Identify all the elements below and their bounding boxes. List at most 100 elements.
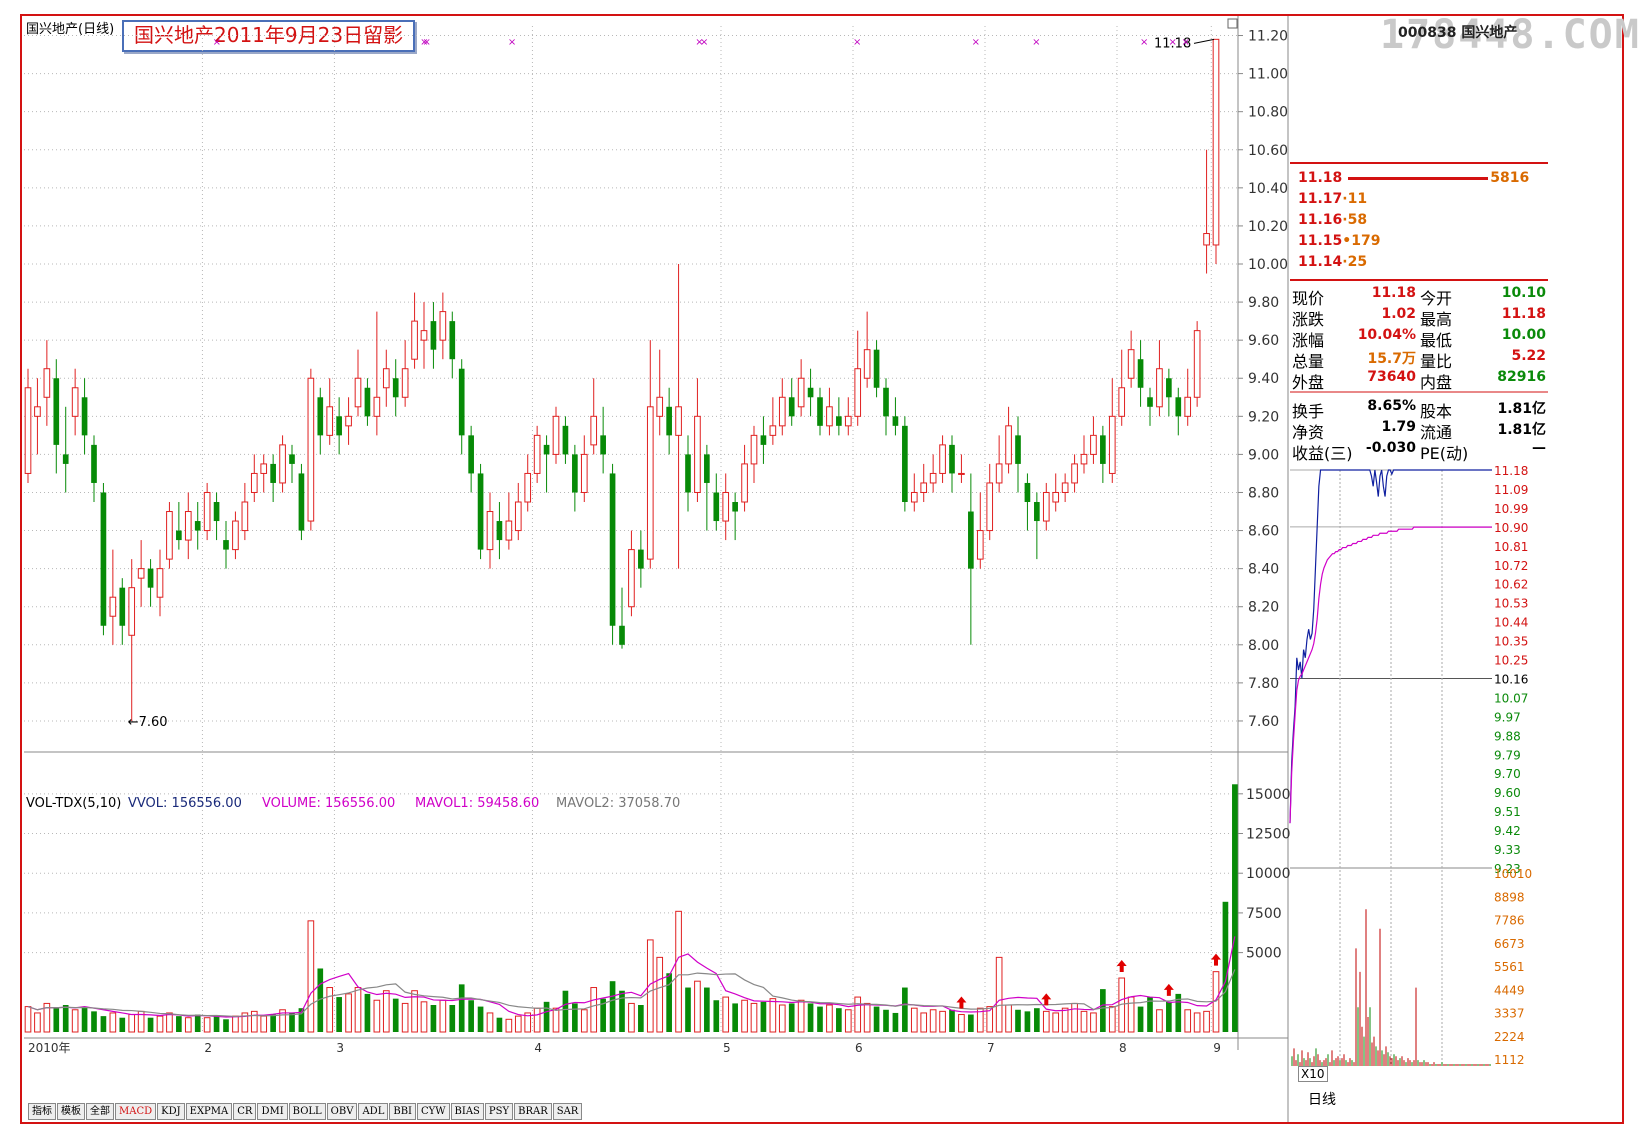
volume-bar bbox=[580, 1009, 588, 1033]
indicator-tab-macd[interactable]: MACD bbox=[115, 1103, 157, 1120]
price-axis-label: 10.00 bbox=[1248, 257, 1288, 273]
candle-body bbox=[769, 425, 777, 436]
volume-bar bbox=[863, 1002, 871, 1033]
volume-bar bbox=[91, 1011, 97, 1032]
intraday-price-label: 9.88 bbox=[1494, 729, 1521, 743]
indicator-tab-expma[interactable]: EXPMA bbox=[185, 1103, 233, 1120]
price-axis-label: 9.60 bbox=[1248, 333, 1279, 349]
indicator-tab-brar[interactable]: BRAR bbox=[514, 1103, 552, 1120]
candle-body bbox=[241, 501, 249, 532]
indicator-tab-sar[interactable]: SAR bbox=[552, 1103, 583, 1120]
volume-bar bbox=[722, 996, 730, 1033]
stock-header: 000838 国兴地产 bbox=[1398, 22, 1517, 42]
volume-bar bbox=[430, 1005, 437, 1032]
volume-bar bbox=[939, 1010, 946, 1033]
candle-body bbox=[854, 368, 862, 417]
quote-label: PE(动) bbox=[1420, 444, 1469, 463]
volume-bar bbox=[976, 1007, 984, 1033]
quote-label: 流通 bbox=[1420, 423, 1453, 442]
quote-label: 现价 bbox=[1292, 289, 1325, 308]
volume-bar bbox=[949, 1009, 955, 1032]
candle-body bbox=[580, 453, 588, 493]
vol-legend-volume: VOLUME: 156556.00 bbox=[262, 796, 396, 811]
volume-bar bbox=[1166, 1001, 1172, 1032]
intraday-price-label: 9.51 bbox=[1494, 805, 1521, 819]
indicator-tab-模板[interactable]: 模板 bbox=[57, 1103, 85, 1120]
zoom-x10-button[interactable]: X10 bbox=[1298, 1066, 1328, 1082]
intraday-vol-label: 5561 bbox=[1494, 960, 1525, 974]
volume-bar bbox=[704, 987, 710, 1032]
candle-body bbox=[797, 377, 805, 408]
candle-body bbox=[1127, 349, 1135, 379]
order-qty: ·25 bbox=[1342, 254, 1368, 270]
volume-bar bbox=[468, 1000, 474, 1032]
volume-bar bbox=[694, 980, 701, 1033]
candle-body bbox=[100, 492, 107, 626]
volume-bar bbox=[986, 1006, 994, 1033]
candle-body bbox=[949, 444, 955, 474]
candle-body bbox=[778, 396, 786, 427]
volume-bar bbox=[836, 1008, 842, 1032]
candle-body bbox=[646, 406, 654, 560]
candle-body bbox=[71, 387, 79, 417]
candle-body bbox=[722, 491, 730, 522]
volume-bar bbox=[750, 1002, 758, 1033]
indicator-tab-boll[interactable]: BOLL bbox=[288, 1103, 326, 1120]
volume-bar bbox=[778, 1004, 786, 1033]
intraday-vol-label: 1112 bbox=[1494, 1053, 1525, 1067]
volume-bar bbox=[628, 1002, 635, 1033]
volume-bar bbox=[458, 984, 465, 1032]
candle-body bbox=[685, 454, 691, 493]
volume-bar bbox=[119, 1017, 126, 1032]
candle-body bbox=[119, 587, 126, 626]
indicator-tab-dmi[interactable]: DMI bbox=[257, 1103, 288, 1120]
indicator-tab-kdj[interactable]: KDJ bbox=[157, 1103, 185, 1120]
indicator-tab-bbi[interactable]: BBI bbox=[389, 1103, 416, 1120]
price-axis-label: 9.80 bbox=[1248, 295, 1279, 311]
indicator-tab-cyw[interactable]: CYW bbox=[417, 1103, 450, 1120]
volume-bar bbox=[638, 1005, 644, 1032]
volume-bar bbox=[533, 1007, 541, 1033]
intraday-price-label: 10.25 bbox=[1494, 654, 1528, 668]
candle-body bbox=[939, 444, 946, 474]
candle-body bbox=[1166, 378, 1172, 398]
candle-body bbox=[505, 520, 513, 541]
quote-value: 1.79 bbox=[1381, 419, 1416, 435]
candle-body bbox=[1005, 425, 1012, 465]
quote-label: 涨幅 bbox=[1292, 331, 1325, 350]
price-axis-label: 8.00 bbox=[1248, 638, 1279, 654]
price-axis-label: 7.60 bbox=[1248, 714, 1279, 730]
indicator-tab-bias[interactable]: BIAS bbox=[450, 1103, 484, 1120]
intraday-price-line bbox=[1289, 469, 1492, 824]
candle-body bbox=[609, 473, 616, 626]
volume-bar bbox=[552, 1007, 560, 1033]
period-day-button[interactable]: 日线 bbox=[1308, 1092, 1336, 1108]
indicator-tab-cr[interactable]: CR bbox=[233, 1103, 257, 1120]
indicator-tab-psy[interactable]: PSY bbox=[484, 1103, 514, 1120]
volume-bar bbox=[496, 1017, 503, 1032]
quote-value: 10.10 bbox=[1501, 285, 1546, 301]
month-label: 7 bbox=[987, 1041, 995, 1055]
order-qty: •179 bbox=[1342, 233, 1381, 249]
candle-body bbox=[883, 387, 889, 417]
volume-bar bbox=[505, 1018, 513, 1033]
candle-body bbox=[1071, 463, 1078, 484]
indicator-tab-全部[interactable]: 全部 bbox=[86, 1103, 114, 1120]
candle-body bbox=[232, 520, 239, 551]
volume-bar bbox=[1147, 997, 1153, 1032]
indicator-tab-obv[interactable]: OBV bbox=[326, 1103, 358, 1120]
candle-body bbox=[524, 472, 532, 503]
quote-value: 10.00 bbox=[1501, 327, 1546, 343]
indicator-tab-指标[interactable]: 指标 bbox=[28, 1103, 56, 1120]
order-book-row: 11.17·11 bbox=[1298, 191, 1367, 207]
indicator-tab-adl[interactable]: ADL bbox=[358, 1103, 389, 1120]
candle-body bbox=[458, 368, 465, 436]
candle-body bbox=[430, 321, 437, 350]
candle-body bbox=[1175, 397, 1182, 417]
volume-bar bbox=[1100, 989, 1106, 1032]
price-axis-label: 10.80 bbox=[1248, 105, 1288, 121]
order-price: 11.15 bbox=[1298, 233, 1343, 249]
volume-bar bbox=[1156, 1009, 1163, 1033]
volume-bar bbox=[524, 1012, 532, 1033]
